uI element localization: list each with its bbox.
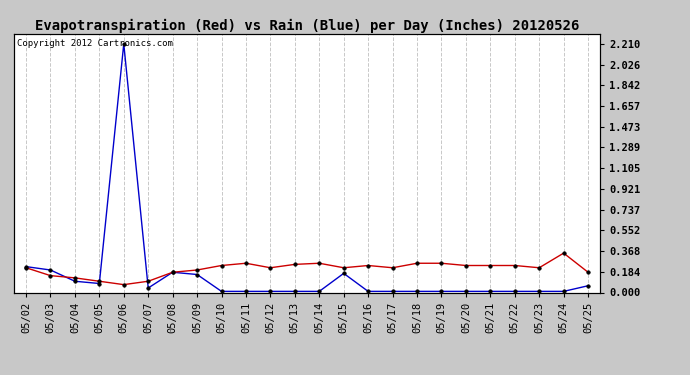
Text: Copyright 2012 Cartronics.com: Copyright 2012 Cartronics.com bbox=[17, 39, 172, 48]
Title: Evapotranspiration (Red) vs Rain (Blue) per Day (Inches) 20120526: Evapotranspiration (Red) vs Rain (Blue) … bbox=[35, 18, 579, 33]
